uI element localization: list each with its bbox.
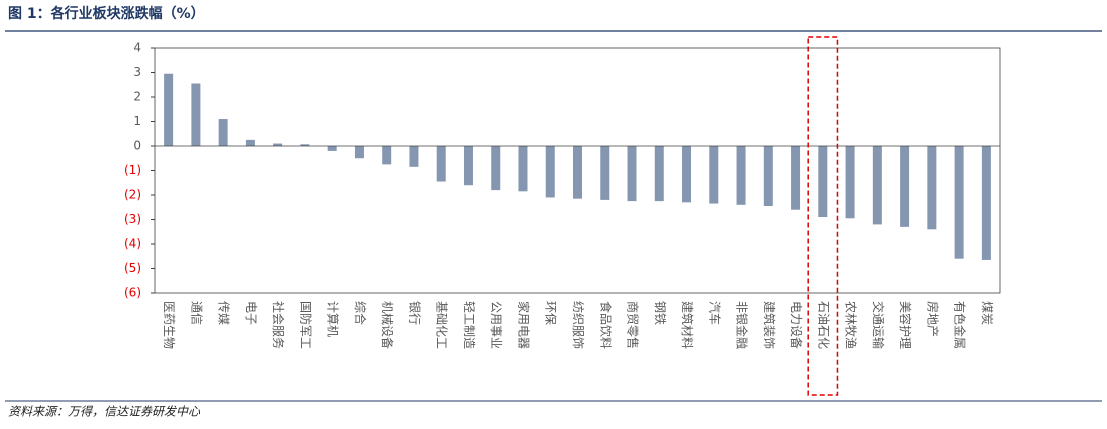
x-tick-label: 家用电器 bbox=[516, 301, 531, 349]
x-tick-label: 汽车 bbox=[707, 301, 722, 325]
x-tick-label: 基础化工 bbox=[435, 301, 449, 349]
x-tick-label: 美容护理 bbox=[898, 301, 913, 349]
bar bbox=[409, 146, 419, 167]
y-tick-label: (3) bbox=[124, 212, 141, 226]
y-tick-label: 3 bbox=[133, 65, 141, 79]
y-tick-label: 0 bbox=[133, 139, 141, 153]
x-tick-label: 非银金融 bbox=[735, 301, 750, 349]
x-tick-label: 交通运输 bbox=[871, 301, 886, 349]
bar bbox=[545, 146, 555, 198]
y-tick-label: 2 bbox=[133, 90, 141, 104]
bar bbox=[164, 73, 174, 146]
bar bbox=[436, 146, 446, 182]
bar bbox=[191, 83, 201, 146]
x-tick-label: 社会服务 bbox=[271, 301, 286, 349]
y-tick-label: (2) bbox=[124, 188, 141, 202]
y-tick-label: (6) bbox=[124, 286, 141, 300]
bar bbox=[354, 146, 364, 159]
bar bbox=[845, 146, 855, 219]
bar bbox=[736, 146, 746, 205]
x-tick-label: 环保 bbox=[544, 301, 558, 325]
bar bbox=[654, 146, 664, 202]
bar bbox=[273, 143, 283, 146]
bar bbox=[491, 146, 501, 191]
x-tick-label: 食品饮料 bbox=[598, 301, 613, 349]
bar bbox=[600, 146, 610, 200]
bar bbox=[573, 146, 582, 199]
bar bbox=[791, 146, 801, 210]
bar bbox=[872, 146, 882, 225]
x-tick-label: 国防军工 bbox=[298, 301, 313, 349]
x-tick-label: 传媒 bbox=[217, 301, 232, 325]
bar bbox=[327, 146, 337, 151]
x-tick-label: 计算机 bbox=[326, 301, 341, 337]
x-tick-label: 农林牧渔 bbox=[844, 301, 858, 349]
bar bbox=[981, 146, 991, 260]
x-tick-label: 纺织服饰 bbox=[571, 301, 585, 349]
x-tick-label: 建筑材料 bbox=[680, 301, 695, 349]
x-tick-label: 机械设备 bbox=[380, 301, 395, 349]
bar bbox=[627, 146, 637, 202]
bar bbox=[463, 146, 473, 186]
x-tick-label: 电力设备 bbox=[789, 301, 803, 349]
bar bbox=[518, 146, 528, 192]
x-tick-label: 公用事业 bbox=[489, 301, 503, 349]
x-tick-label: 商贸零售 bbox=[626, 301, 641, 349]
bar bbox=[682, 146, 692, 203]
source-note: 资料来源：万得，信达证券研发中心 bbox=[8, 405, 201, 419]
bar bbox=[763, 146, 773, 207]
x-tick-label: 钢铁 bbox=[653, 301, 667, 325]
x-tick-label: 石油石化 bbox=[816, 301, 830, 349]
x-tick-label: 医药生物 bbox=[162, 301, 176, 349]
y-tick-label: 4 bbox=[133, 41, 141, 55]
x-tick-label: 银行 bbox=[407, 301, 421, 325]
y-tick-label: (4) bbox=[124, 237, 141, 251]
bar bbox=[818, 146, 828, 218]
y-tick-label: 1 bbox=[133, 114, 141, 128]
bar bbox=[218, 119, 228, 146]
x-tick-label: 房地产 bbox=[925, 301, 940, 337]
bar bbox=[382, 146, 392, 165]
x-tick-label: 综合 bbox=[353, 301, 368, 325]
bar bbox=[900, 146, 910, 227]
chart-title: 图 1：各行业板块涨跌幅（%） bbox=[8, 5, 205, 22]
x-tick-label: 有色金属 bbox=[953, 301, 968, 349]
x-tick-label: 建筑装饰 bbox=[762, 301, 777, 349]
bar bbox=[927, 146, 937, 230]
y-tick-label: (1) bbox=[124, 163, 141, 177]
x-tick-label: 电子 bbox=[244, 301, 258, 325]
bar bbox=[300, 144, 310, 146]
x-tick-label: 煤炭 bbox=[980, 301, 994, 325]
y-tick-label: (5) bbox=[124, 261, 141, 275]
bar bbox=[954, 146, 964, 259]
bar bbox=[709, 146, 719, 204]
x-tick-label: 通信 bbox=[189, 301, 203, 325]
highlight-box bbox=[807, 36, 839, 396]
x-tick-label: 轻工制造 bbox=[462, 301, 476, 349]
bar bbox=[245, 139, 255, 146]
